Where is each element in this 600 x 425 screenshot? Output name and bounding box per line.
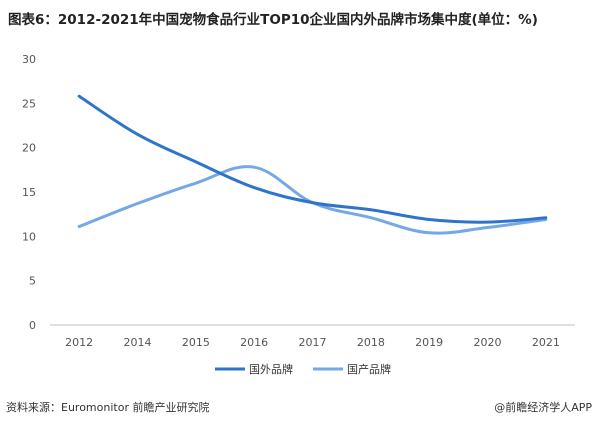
x-tick-label: 2017 <box>299 336 327 349</box>
y-axis-ticks: 0 5 10 15 20 25 30 <box>22 53 36 332</box>
chart-title: 图表6：2012-2021年中国宠物食品行业TOP10企业国内外品牌市场集中度(… <box>8 12 538 28</box>
y-tick-label: 0 <box>29 319 36 332</box>
y-tick-label: 10 <box>22 230 36 243</box>
x-tick-label: 2021 <box>532 336 560 349</box>
x-tick-label: 2016 <box>240 336 268 349</box>
credit-note: @前瞻经济学人APP <box>494 401 592 414</box>
y-tick-label: 20 <box>22 142 36 155</box>
x-tick-label: 2012 <box>65 336 93 349</box>
x-tick-label: 2014 <box>124 336 152 349</box>
y-tick-label: 25 <box>22 97 36 110</box>
legend: 国外品牌 国产品牌 <box>215 362 391 376</box>
x-tick-label: 2020 <box>474 336 502 349</box>
source-note: 资料来源：Euromonitor 前瞻产业研究院 <box>6 401 210 414</box>
legend-label-foreign: 国外品牌 <box>249 362 293 376</box>
y-tick-label: 5 <box>29 275 36 288</box>
legend-label-domestic: 国产品牌 <box>347 362 391 376</box>
x-tick-label: 2019 <box>415 336 443 349</box>
y-tick-label: 30 <box>22 53 36 66</box>
x-axis-ticks: 2012 2014 2015 2016 2017 2018 2019 2020 2021 <box>65 336 560 349</box>
series-line-foreign <box>77 94 548 224</box>
series-lines <box>77 94 548 235</box>
x-tick-label: 2018 <box>357 336 385 349</box>
y-tick-label: 15 <box>22 186 36 199</box>
x-tick-label: 2015 <box>182 336 210 349</box>
